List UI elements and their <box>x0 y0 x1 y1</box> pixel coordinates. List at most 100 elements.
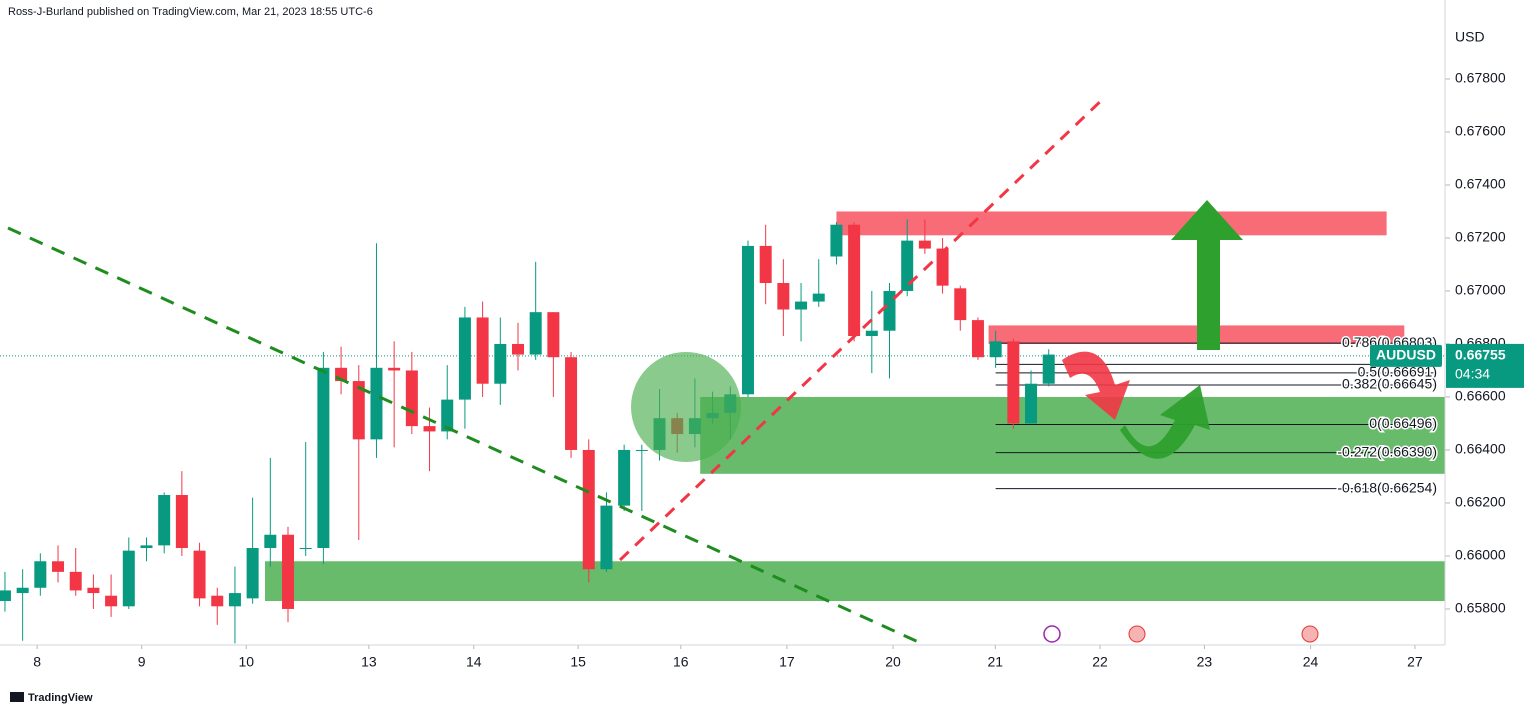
candle-body <box>529 312 542 355</box>
fib-label: 0(0.66496) <box>1369 415 1437 431</box>
x-tick-label: 27 <box>1407 654 1423 670</box>
candle-body <box>370 367 383 440</box>
candle-body <box>547 312 560 358</box>
x-tick-label: 21 <box>988 654 1004 670</box>
candle-body <box>494 343 507 384</box>
x-tick-label: 13 <box>361 654 377 670</box>
zone <box>265 561 1446 602</box>
candle-body <box>1025 383 1038 424</box>
event-icon[interactable] <box>1301 625 1319 643</box>
countdown: 04:34 <box>1455 366 1490 382</box>
candle-body <box>0 590 11 602</box>
x-tick-label: 8 <box>33 654 41 670</box>
candle-body <box>741 245 754 395</box>
candle-body <box>830 224 843 257</box>
candle-body <box>282 534 295 609</box>
candle-body <box>759 245 772 284</box>
zone <box>988 325 1405 344</box>
candle-body <box>565 357 578 450</box>
up-curve-arrow <box>1120 385 1210 459</box>
candle-body <box>175 495 188 549</box>
zone <box>700 396 1445 474</box>
x-tick-label: 23 <box>1197 654 1213 670</box>
candle-body <box>600 505 613 570</box>
candle-body <box>423 426 436 432</box>
logo-icon <box>10 692 24 702</box>
candle-body <box>228 593 241 607</box>
x-tick-label: 15 <box>570 654 586 670</box>
y-tick-label: 0.65800 <box>1455 600 1506 616</box>
candle-body <box>865 330 878 337</box>
candle-body <box>777 283 790 310</box>
candle-body <box>52 561 65 572</box>
price-tag: 0.66755 <box>1455 347 1506 363</box>
candle-body <box>476 317 489 384</box>
x-tick-label: 16 <box>673 654 689 670</box>
x-tick-label: 24 <box>1303 654 1319 670</box>
fib-label: -0.618(0.66254) <box>1337 479 1437 495</box>
up-arrow <box>1171 200 1243 350</box>
candle-body <box>812 293 825 302</box>
y-tick-label: 0.67000 <box>1455 282 1506 298</box>
candle-body <box>388 367 401 371</box>
y-tick-label: 0.67400 <box>1455 176 1506 192</box>
candle-body <box>34 561 47 588</box>
candle-body <box>635 449 648 451</box>
highlight-circle <box>631 352 741 462</box>
price-tag-bg <box>1446 343 1524 388</box>
candle-body <box>901 240 914 291</box>
candle-body <box>122 550 135 607</box>
candle-body <box>1007 341 1020 424</box>
down-curve-arrow <box>1062 351 1130 420</box>
candle-body <box>193 550 206 599</box>
candle-body <box>954 288 967 321</box>
candle-body <box>140 545 153 549</box>
y-tick-label: 0.67800 <box>1455 70 1506 86</box>
candle-body <box>883 290 896 331</box>
fib-label: -0.272(0.66390) <box>1337 443 1437 459</box>
x-tick-label: 14 <box>466 654 482 670</box>
candle-body <box>1042 354 1055 384</box>
trend-line <box>618 95 1107 562</box>
y-tick-label: 0.66000 <box>1455 547 1506 563</box>
candle-body <box>299 548 312 550</box>
candle-body <box>352 381 365 440</box>
symbol-tag: AUDUSD <box>1376 347 1436 363</box>
candle-body <box>918 240 931 249</box>
x-tick-label: 17 <box>779 654 795 670</box>
currency-label: USD <box>1455 29 1485 45</box>
candle-body <box>246 548 259 599</box>
y-tick-label: 0.66200 <box>1455 494 1506 510</box>
candle-body <box>211 595 224 607</box>
y-tick-label: 0.66400 <box>1455 441 1506 457</box>
candle-body <box>848 224 861 337</box>
x-tick-label: 9 <box>138 654 146 670</box>
symbol-tag-bg <box>1370 344 1442 367</box>
candle-body <box>458 317 471 400</box>
y-tick-label: 0.67600 <box>1455 123 1506 139</box>
x-tick-label: 10 <box>238 654 254 670</box>
candle-body <box>989 341 1002 358</box>
candle-body <box>69 571 82 591</box>
event-icon[interactable] <box>1128 625 1146 643</box>
candle-body <box>317 367 330 549</box>
candle-body <box>87 587 100 594</box>
candle-body <box>16 587 29 594</box>
event-icon[interactable] <box>1043 625 1061 643</box>
footer-logo: TradingView <box>28 692 93 704</box>
fib-label: 0.382(0.66645) <box>1342 376 1437 392</box>
x-tick-label: 22 <box>1092 654 1108 670</box>
x-tick-label: 20 <box>885 654 901 670</box>
publisher-header: Ross-J-Burland published on TradingView.… <box>8 6 373 18</box>
candle-body <box>936 248 949 286</box>
candle-body <box>618 449 631 506</box>
candle-body <box>971 320 984 358</box>
candle-body <box>405 370 418 427</box>
zone <box>836 211 1387 236</box>
y-tick-label: 0.66600 <box>1455 388 1506 404</box>
candle-body <box>511 343 524 355</box>
candle-body <box>264 534 277 549</box>
plot-area: 0.658000.660000.662000.664000.666000.668… <box>0 70 1524 670</box>
